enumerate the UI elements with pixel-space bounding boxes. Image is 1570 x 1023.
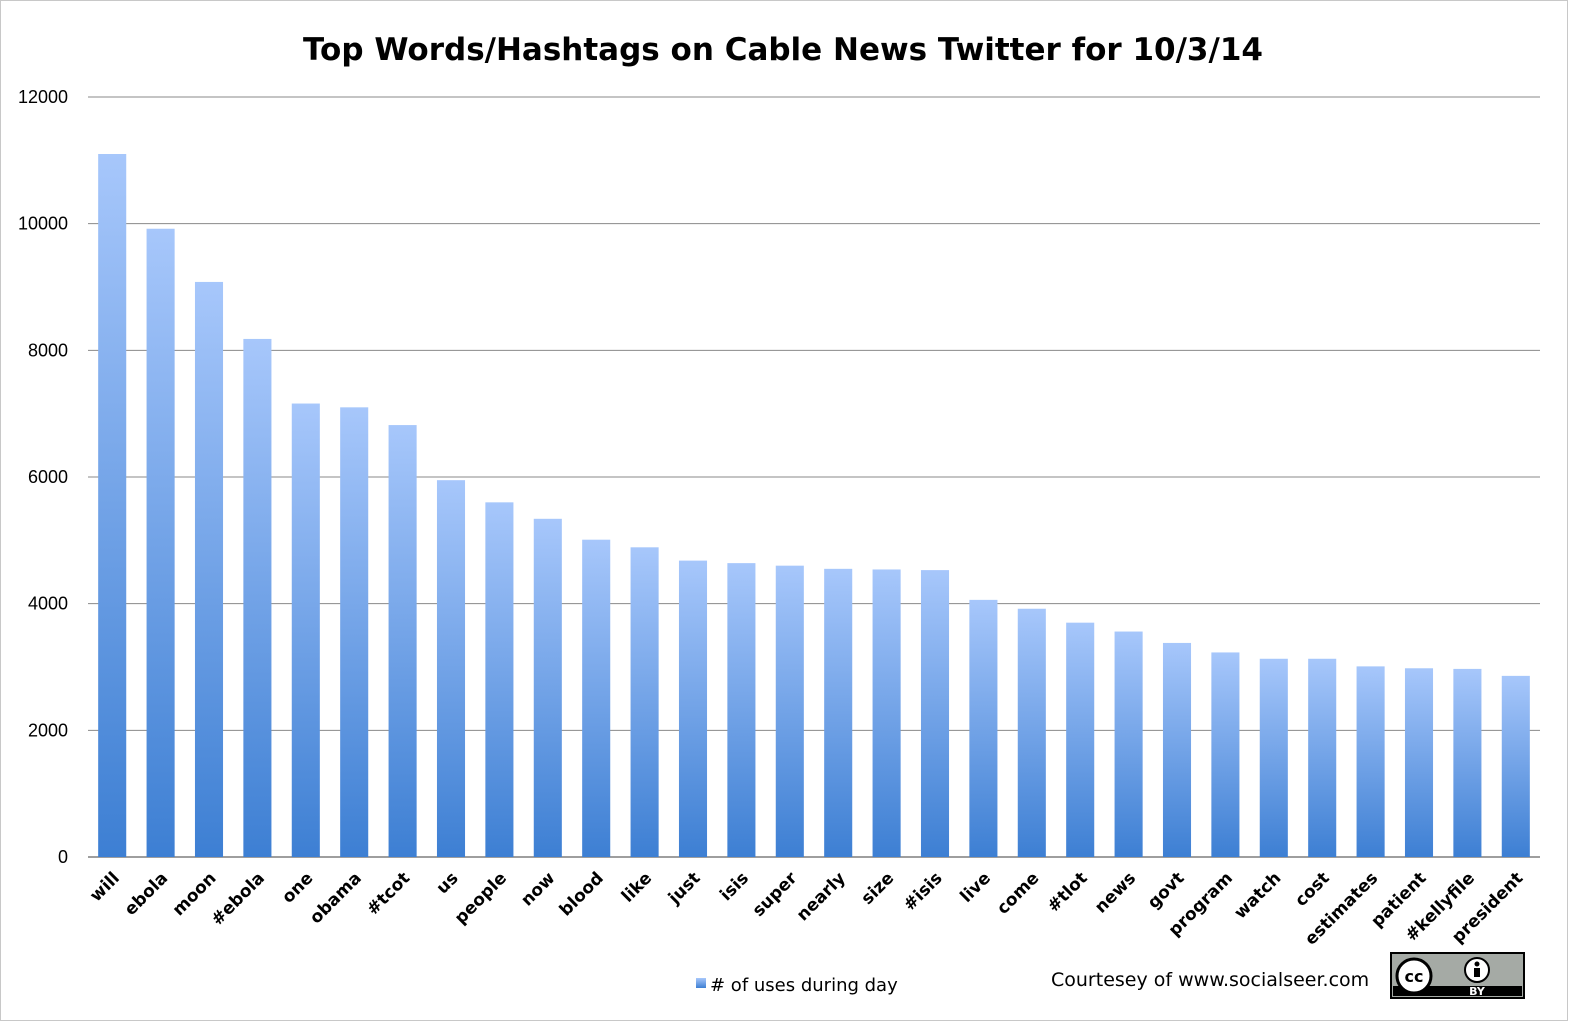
x-tick-label: now	[517, 868, 559, 910]
bar-patient	[1404, 668, 1434, 857]
x-tick-label: news	[1091, 868, 1140, 917]
x-tick-label: come	[993, 868, 1043, 918]
legend-label: # of uses during day	[710, 975, 898, 996]
bar-ebola	[146, 228, 175, 857]
legend-swatch	[696, 978, 706, 988]
x-tick-label: blood	[556, 868, 608, 920]
chart-title: Top Words/Hashtags on Cable News Twitter…	[303, 32, 1263, 68]
y-tick-label: 4000	[28, 594, 68, 614]
bar-isis	[920, 570, 950, 857]
y-tick-label: 12000	[18, 87, 68, 107]
credit-text: Courtesey of www.socialseer.com	[1051, 969, 1369, 991]
bar-blood	[582, 539, 611, 857]
x-tick-label: people	[451, 868, 511, 928]
bar-us	[436, 480, 466, 857]
x-tick-label: ebola	[121, 868, 172, 919]
bar-kellyfile	[1453, 668, 1482, 857]
bar-will	[98, 154, 127, 857]
x-tick-label: size	[858, 868, 899, 909]
x-tick-label: like	[618, 868, 656, 906]
bar-program	[1211, 652, 1240, 857]
bar-ebola	[243, 338, 272, 857]
x-tick-label: #isis	[900, 868, 947, 915]
bar-live	[969, 599, 998, 857]
bar-one	[291, 403, 320, 857]
creative-commons-by-icon: cc BY	[1390, 952, 1525, 999]
x-tick-label: govt	[1144, 868, 1189, 913]
cc-circle-icon	[1395, 957, 1433, 995]
bar-isis	[727, 563, 756, 857]
y-tick-label: 8000	[28, 340, 68, 360]
bar-govt	[1162, 642, 1192, 857]
y-tick-label: 10000	[18, 214, 68, 234]
gridlines	[88, 96, 1540, 858]
bar-cost	[1308, 658, 1337, 857]
bar-size	[872, 569, 901, 857]
by-text: BY	[1469, 985, 1486, 998]
x-tick-label: us	[433, 868, 463, 898]
y-tick-label: 0	[58, 847, 68, 867]
x-tick-label: live	[957, 868, 995, 906]
x-tick-label: watch	[1231, 868, 1286, 923]
cc-mark-text: cc	[1405, 967, 1424, 986]
bar-estimates	[1356, 666, 1385, 857]
x-tick-label: just	[664, 868, 704, 908]
bar-just	[678, 560, 708, 857]
person-icon	[1464, 957, 1490, 983]
bar-nearly	[824, 568, 853, 857]
x-tick-label: one	[278, 868, 317, 907]
y-tick-label: 6000	[28, 467, 68, 487]
bar-news	[1114, 631, 1143, 857]
bar-president	[1501, 675, 1530, 857]
bar-obama	[340, 407, 369, 857]
bar-watch	[1259, 658, 1288, 857]
bar-tlot	[1066, 622, 1095, 857]
bar-people	[485, 502, 514, 857]
legend: # of uses during day	[696, 975, 898, 996]
x-tick-label: nearly	[793, 868, 850, 925]
y-tick-label: 2000	[28, 720, 68, 740]
bar-now	[533, 518, 562, 857]
x-tick-label: will	[86, 868, 124, 906]
x-tick-label: cost	[1291, 868, 1333, 910]
bar-tcot	[388, 425, 417, 857]
y-axis-ticks: 0 2000 4000 6000 8000 10000 12000	[18, 87, 68, 867]
x-tick-label: #tcot	[363, 868, 414, 919]
bar-like	[630, 547, 659, 857]
x-tick-label: #tlot	[1044, 868, 1092, 916]
bar-super	[775, 565, 804, 857]
bars	[98, 154, 1530, 857]
x-tick-label: #ebola	[207, 868, 268, 929]
x-tick-label: obama	[306, 868, 366, 928]
bar-come	[1017, 608, 1046, 857]
bar-moon	[194, 281, 224, 857]
x-tick-label: isis	[716, 868, 753, 905]
